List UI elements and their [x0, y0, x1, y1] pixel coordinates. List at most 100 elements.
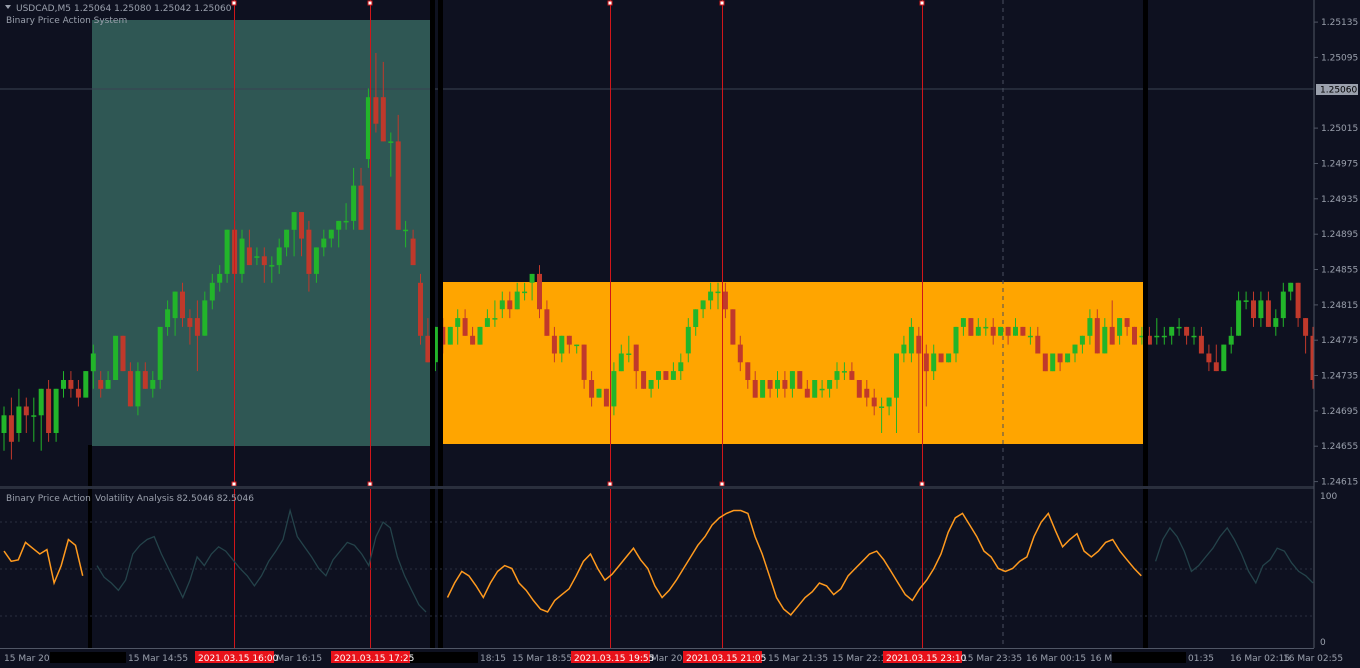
bear-candle	[1146, 335, 1152, 345]
bull-candle	[1176, 326, 1182, 329]
time-label-8: 15 Mar 22:1	[832, 654, 886, 664]
time-axis-black-mark-1	[50, 652, 126, 663]
time-highlight-bg-5	[883, 651, 962, 663]
time-label-5: 15 Mar 18:55	[512, 654, 572, 664]
bear-candle	[261, 256, 267, 266]
bull-candle	[365, 97, 371, 160]
bull-candle	[626, 353, 632, 355]
bull-candle	[648, 380, 654, 389]
bear-candle	[1310, 335, 1316, 380]
chevron-down-icon[interactable]	[5, 5, 11, 9]
bear-candle	[410, 238, 416, 266]
bear-candle	[782, 380, 788, 389]
bull-candle	[879, 406, 885, 408]
price-axis-label: 1.24935	[1321, 195, 1358, 205]
bull-candle	[455, 318, 461, 327]
symbol-timeframe: USDCAD,M5	[16, 4, 71, 14]
bull-candle	[31, 415, 37, 417]
bear-candle	[537, 273, 542, 310]
bear-candle	[462, 318, 468, 336]
vline-handles[interactable]	[231, 0, 925, 487]
bull-candle	[254, 256, 260, 258]
bull-candle	[975, 326, 981, 336]
bull-candle	[715, 291, 721, 294]
bear-candle	[990, 326, 996, 336]
bear-candle	[425, 335, 431, 363]
bear-candle	[589, 380, 595, 398]
oscillator-line	[96, 507, 427, 613]
bull-candle	[678, 362, 684, 372]
bear-candle	[1132, 326, 1137, 345]
bull-candle	[269, 265, 275, 267]
bear-candle	[1005, 326, 1011, 336]
bear-candle	[1184, 326, 1190, 336]
bull-candle	[172, 291, 178, 319]
bear-candle	[551, 335, 557, 354]
bear-candle	[507, 300, 513, 310]
bull-candle	[321, 238, 327, 248]
time-label-10: 16 Mar 00:15	[1026, 654, 1086, 664]
bear-candle	[306, 229, 312, 274]
bull-candle	[656, 371, 661, 380]
bear-candle	[46, 388, 52, 433]
bear-candle	[380, 97, 386, 142]
bull-candle	[1288, 282, 1294, 292]
bull-candle	[53, 388, 59, 433]
bear-candle	[246, 247, 252, 266]
price-axis-label: 1.24655	[1321, 442, 1358, 452]
bull-candle	[16, 406, 22, 433]
bull-candle	[693, 309, 699, 327]
bear-candle	[75, 388, 81, 398]
price-axis-labels: 1.25135 1.25095 1.25015 1.24975 1.24935 1.248…	[1314, 18, 1358, 488]
bull-candle	[998, 326, 1004, 336]
time-label-6: Mar 20	[651, 654, 683, 664]
price-axis-label: 1.24975	[1321, 160, 1358, 170]
price-axis-label: 1.24855	[1321, 266, 1358, 276]
bull-candle	[1079, 335, 1085, 345]
bull-candle	[1154, 335, 1160, 338]
bull-candle	[908, 326, 914, 354]
bear-candle	[633, 344, 639, 372]
bull-candle	[760, 380, 766, 398]
bear-candle	[767, 380, 773, 389]
bear-candle	[120, 335, 126, 372]
price-axis[interactable]	[1314, 0, 1360, 648]
bear-candle	[804, 388, 810, 398]
bull-candle	[1273, 318, 1279, 327]
bull-candle	[514, 291, 520, 310]
black-bar-4	[1143, 0, 1148, 648]
panel-separator[interactable]	[0, 486, 1314, 489]
time-label-9: 15 Mar 23:35	[962, 654, 1022, 664]
bull-candle	[291, 212, 297, 230]
bear-candle	[395, 141, 401, 230]
bull-candle	[901, 344, 907, 354]
bull-candle	[1258, 300, 1264, 319]
bear-candle	[916, 335, 922, 354]
bear-candle	[194, 318, 200, 336]
time-highlight-bg-3	[571, 651, 650, 663]
bull-candle	[328, 229, 334, 239]
bear-candle	[752, 380, 758, 398]
ohlc-values: 1.25064 1.25080 1.25042 1.25060	[74, 4, 232, 14]
black-bar-3	[438, 0, 443, 648]
time-highlight-4: 2021.03.15 21:05	[686, 654, 766, 664]
bear-candle	[1198, 335, 1204, 354]
bear-candle	[1035, 335, 1041, 354]
bull-candle	[224, 229, 230, 274]
oscillator-line	[1154, 526, 1314, 585]
current-price-tag	[1316, 84, 1358, 95]
price-axis-label: 1.24615	[1321, 478, 1358, 488]
bull-candle	[886, 397, 892, 407]
indicator-name: Binary Price Action System	[6, 16, 127, 26]
bear-candle	[358, 185, 364, 230]
bull-candle	[1169, 326, 1175, 336]
bull-candle	[157, 326, 163, 380]
bear-candle	[187, 318, 193, 327]
bear-candle	[470, 335, 476, 345]
bear-candle	[603, 388, 609, 407]
bull-candle	[708, 291, 714, 301]
bear-candle	[544, 309, 550, 336]
bull-candle	[1221, 344, 1227, 372]
